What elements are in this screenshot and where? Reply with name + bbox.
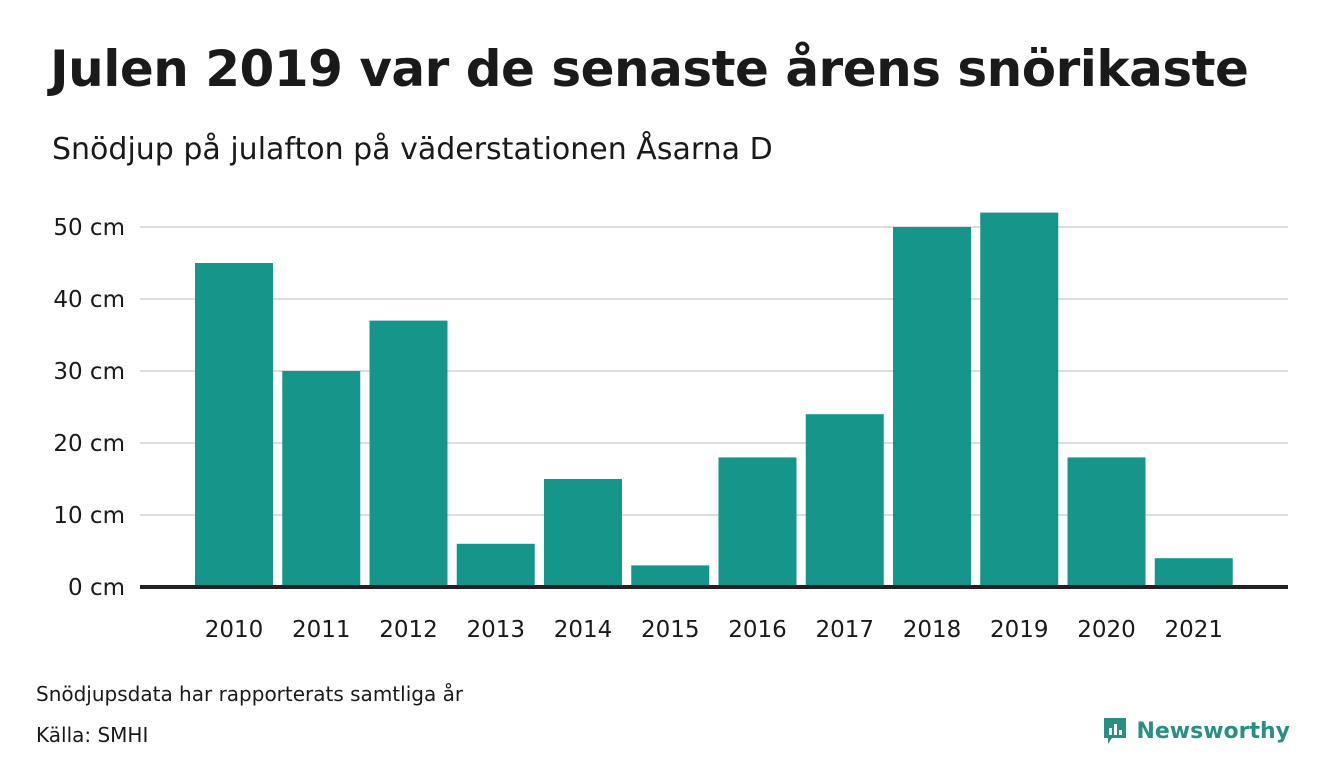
chart-subtitle: Snödjup på julafton på väderstationen Ås…	[52, 132, 773, 167]
bar-2015	[631, 565, 710, 587]
bar-2017	[805, 414, 884, 587]
bar-2020	[1067, 457, 1146, 587]
source-credit: Källa: SMHI	[36, 723, 149, 747]
data-note: Snödjupsdata har rapporterats samtliga å…	[36, 682, 464, 706]
newsworthy-logo-icon	[1104, 718, 1127, 744]
x-tick-label: 2018	[903, 617, 962, 643]
bar-2011	[282, 371, 361, 587]
x-tick-label: 2020	[1077, 617, 1136, 643]
x-tick-label: 2017	[815, 617, 874, 643]
y-tick-label: 10 cm	[53, 503, 125, 529]
x-tick-label: 2019	[990, 617, 1049, 643]
bar-2019	[980, 212, 1059, 587]
bar-2013	[456, 543, 535, 587]
bar-2014	[544, 479, 622, 587]
chart-title: Julen 2019 var de senaste årens snörikas…	[50, 40, 1249, 98]
bar-2021	[1154, 558, 1233, 587]
brand-name: Newsworthy	[1136, 718, 1290, 744]
x-tick-label: 2015	[641, 617, 700, 643]
bar-2018	[893, 227, 971, 587]
bar-2012	[369, 320, 448, 587]
x-tick-label: 2014	[554, 617, 613, 643]
y-axis-labels: 0 cm 10 cm 20 cm 30 cm 40 cm 50 cm	[53, 215, 125, 601]
y-tick-label: 0 cm	[68, 575, 125, 601]
x-tick-label: 2012	[379, 617, 438, 643]
bars	[195, 212, 1233, 587]
x-tick-label: 2013	[466, 617, 525, 643]
bar-2010	[195, 263, 273, 587]
x-tick-label: 2016	[728, 617, 787, 643]
x-axis-labels: 2010 2011 2012 2013 2014 2015 2016 2017 2018 2019…	[205, 617, 1223, 643]
bar-2016	[718, 457, 797, 587]
y-tick-label: 50 cm	[53, 215, 125, 241]
x-tick-label: 2011	[292, 617, 351, 643]
y-tick-label: 30 cm	[53, 359, 125, 385]
brand-logo: Newsworthy	[1102, 716, 1290, 746]
y-tick-label: 20 cm	[53, 431, 125, 457]
y-tick-label: 40 cm	[53, 287, 125, 313]
x-tick-label: 2010	[205, 617, 264, 643]
x-tick-label: 2021	[1164, 617, 1223, 643]
